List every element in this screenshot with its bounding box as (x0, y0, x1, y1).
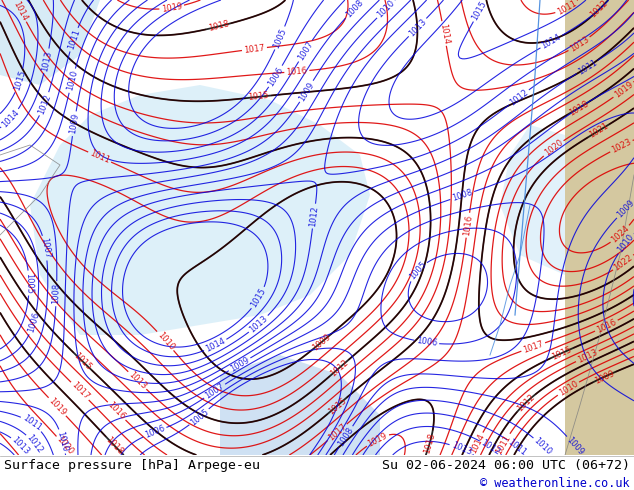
Text: 1015: 1015 (248, 91, 269, 102)
Text: © weatheronline.co.uk: © weatheronline.co.uk (481, 477, 630, 490)
Text: 1016: 1016 (106, 400, 127, 422)
Text: 1017: 1017 (69, 380, 91, 402)
Text: 1014: 1014 (469, 432, 486, 455)
Text: 1011: 1011 (66, 28, 81, 51)
Text: 1015: 1015 (470, 0, 489, 22)
Text: 1013: 1013 (576, 347, 599, 365)
Text: 1014: 1014 (0, 108, 21, 129)
Text: 1009: 1009 (297, 80, 316, 102)
Text: 1012: 1012 (479, 438, 502, 457)
Text: 1006: 1006 (26, 311, 41, 334)
Text: 1006: 1006 (266, 65, 285, 88)
Text: 1010: 1010 (557, 379, 579, 398)
Text: 1014: 1014 (438, 23, 450, 45)
Text: 1013: 1013 (407, 17, 428, 38)
Text: 1010: 1010 (56, 430, 70, 453)
Text: 1011: 1011 (88, 149, 111, 166)
Text: 1012: 1012 (308, 205, 320, 227)
Text: 1013: 1013 (40, 49, 53, 72)
Text: 1022: 1022 (612, 253, 634, 273)
Text: 1019: 1019 (612, 80, 634, 100)
Text: 1009: 1009 (565, 435, 586, 457)
Text: 1011: 1011 (576, 57, 598, 76)
Text: 1016: 1016 (286, 66, 307, 77)
Text: 1009: 1009 (593, 368, 616, 385)
Text: 1017: 1017 (327, 422, 348, 442)
Polygon shape (500, 125, 565, 275)
Text: 1007: 1007 (39, 237, 51, 259)
Text: 1012: 1012 (37, 93, 53, 115)
Text: 1019: 1019 (366, 431, 389, 448)
Text: 1009: 1009 (310, 332, 332, 353)
Polygon shape (0, 0, 100, 85)
Text: Surface pressure [hPa] Arpege-eu: Surface pressure [hPa] Arpege-eu (4, 459, 260, 472)
Text: 1012: 1012 (328, 358, 350, 378)
Text: 1023: 1023 (610, 137, 633, 155)
Text: 1016: 1016 (595, 317, 618, 335)
Text: 1011: 1011 (494, 433, 512, 456)
Text: 1012: 1012 (508, 87, 530, 107)
Text: 1014: 1014 (11, 0, 29, 22)
Text: 1018: 1018 (567, 99, 590, 117)
Text: 1012: 1012 (515, 392, 536, 413)
Text: 1005: 1005 (407, 260, 428, 282)
Text: 1013: 1013 (248, 314, 269, 335)
Text: 1010: 1010 (65, 70, 79, 92)
Text: 1008: 1008 (51, 283, 61, 304)
Text: 1010: 1010 (616, 232, 634, 254)
Text: 1005: 1005 (24, 272, 34, 294)
Text: 1013: 1013 (450, 441, 473, 457)
Text: 1015: 1015 (327, 395, 348, 416)
Text: 1012: 1012 (25, 433, 44, 456)
Text: 1013: 1013 (568, 35, 591, 53)
Text: 1015: 1015 (72, 351, 93, 372)
Text: 1010: 1010 (375, 0, 396, 20)
Text: 1017: 1017 (522, 339, 545, 355)
Text: 1005: 1005 (271, 26, 288, 49)
Text: 1020: 1020 (55, 435, 75, 457)
Text: 1011: 1011 (21, 414, 43, 433)
Text: 1014: 1014 (204, 337, 227, 354)
Text: 1014: 1014 (540, 32, 562, 51)
Text: 1008: 1008 (344, 0, 365, 20)
Text: 1010: 1010 (532, 436, 553, 457)
Text: 1019: 1019 (47, 396, 68, 417)
Text: 1008: 1008 (336, 425, 355, 448)
Text: 1010: 1010 (155, 330, 176, 352)
Text: 1018: 1018 (207, 20, 230, 33)
Text: 1019: 1019 (160, 1, 183, 14)
Bar (565, 0, 634, 455)
Text: 1017: 1017 (243, 43, 266, 55)
Text: 1007: 1007 (296, 40, 315, 62)
Text: 1018: 1018 (423, 431, 437, 454)
Polygon shape (220, 355, 380, 455)
Text: Su 02-06-2024 06:00 UTC (06+72): Su 02-06-2024 06:00 UTC (06+72) (382, 459, 630, 472)
Text: 1015: 1015 (12, 69, 27, 92)
Text: 1021: 1021 (587, 122, 610, 140)
Polygon shape (30, 85, 370, 335)
Text: 1007: 1007 (204, 382, 226, 401)
Text: 1016: 1016 (462, 214, 474, 236)
Text: 1005: 1005 (188, 407, 210, 427)
Text: 1006: 1006 (143, 424, 166, 440)
Text: 1018: 1018 (104, 435, 126, 457)
Text: 1006: 1006 (416, 337, 438, 348)
Text: 1024: 1024 (609, 224, 631, 245)
Text: 1013: 1013 (127, 370, 148, 391)
Text: 1009: 1009 (228, 355, 251, 373)
Text: 1020: 1020 (542, 138, 564, 158)
Text: 1008: 1008 (451, 188, 474, 203)
Text: 1011: 1011 (506, 438, 528, 458)
Text: 1009: 1009 (68, 113, 81, 135)
Text: 1011: 1011 (555, 0, 578, 17)
Text: 1015: 1015 (249, 287, 268, 309)
Text: 1015: 1015 (550, 344, 573, 362)
Text: 1013: 1013 (10, 435, 31, 457)
Text: 1009: 1009 (615, 198, 634, 220)
Text: 1012: 1012 (589, 0, 610, 20)
